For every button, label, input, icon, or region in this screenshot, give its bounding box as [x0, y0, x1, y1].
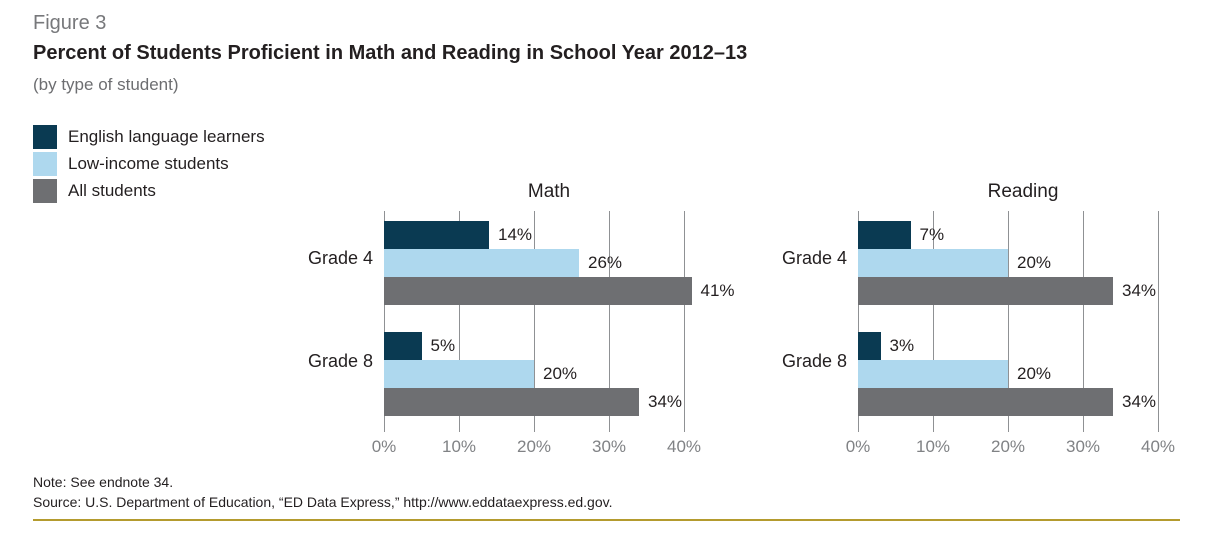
bar: [858, 332, 881, 360]
chart-title: Reading: [987, 181, 1059, 202]
gridline: [684, 211, 685, 432]
bar: [384, 388, 639, 416]
bar-value-label: 20%: [1017, 253, 1052, 272]
x-axis: 0% 10% 20% 30% 40%: [372, 437, 714, 457]
bar-row: 20%: [384, 360, 714, 388]
bar: [858, 277, 1113, 305]
legend-item: All students: [33, 179, 265, 203]
gridlines: [384, 211, 714, 432]
legend-item-label: English language learners: [68, 127, 265, 146]
math-chart: Math Grade 4 Grade 8 14% 26% 41% 5% 20% 34% 0%…: [306, 181, 735, 457]
gridline: [384, 211, 385, 432]
category-label: Grade 8: [307, 350, 373, 371]
category-label: Grade 8: [781, 350, 847, 371]
source-text: Source: U.S. Department of Education, “E…: [33, 494, 613, 510]
figure-footer: Note: See endnote 34. Source: U.S. Depar…: [33, 474, 1180, 521]
bar-value-label: 20%: [1017, 364, 1052, 383]
category-labels-column: Grade 4 Grade 8: [306, 211, 384, 426]
figure-label: Figure 3: [33, 12, 107, 34]
bar-group: 5% 20% 34%: [384, 332, 714, 416]
bar-value-label: 7%: [919, 225, 945, 244]
bar-row: 5%: [384, 332, 714, 360]
category-labels-column: Grade 4 Grade 8: [780, 211, 858, 426]
gridline: [933, 211, 934, 432]
gridline: [459, 211, 460, 432]
gridline: [534, 211, 535, 432]
legend-swatch-icon: [33, 125, 57, 149]
chart-title: Math: [527, 181, 571, 202]
bar-value-label: 26%: [588, 253, 623, 272]
bar-group: 3% 20% 34%: [858, 332, 1188, 416]
x-tick-label: 30%: [591, 437, 627, 456]
figure-subtitle: (by type of student): [33, 75, 179, 94]
legend: English language learners Low-income stud…: [33, 125, 265, 203]
plot-area: 7% 20% 34% 3% 20% 34%: [858, 211, 1188, 432]
bar-value-label: 3%: [889, 336, 915, 355]
bar: [858, 249, 1008, 277]
chart-body: Grade 4 Grade 8 14% 26% 41% 5% 20% 34%: [306, 211, 735, 432]
bar-row: 3%: [858, 332, 1188, 360]
legend-swatch-icon: [33, 179, 57, 203]
footer-rule: [33, 519, 1180, 521]
x-tick-label: 0%: [371, 437, 397, 456]
x-tick-label: 40%: [666, 437, 702, 456]
bar-value-label: 20%: [543, 364, 578, 383]
bar: [384, 277, 692, 305]
bar-value-label: 14%: [498, 225, 533, 244]
x-axis: 0% 10% 20% 30% 40%: [846, 437, 1188, 457]
bar: [384, 221, 489, 249]
gridline: [609, 211, 610, 432]
bar-groups: 14% 26% 41% 5% 20% 34%: [384, 211, 735, 416]
bar: [858, 221, 911, 249]
gridline: [1008, 211, 1009, 432]
chart-body: Grade 4 Grade 8 7% 20% 34% 3% 20% 34%: [780, 211, 1188, 432]
bar-row: 26%: [384, 249, 714, 277]
bar-groups: 7% 20% 34% 3% 20% 34%: [858, 211, 1188, 416]
bar: [384, 249, 579, 277]
reading-chart: Reading Grade 4 Grade 8 7% 20% 34% 3% 20% 34% …: [780, 181, 1188, 457]
bar-row: 41%: [384, 277, 735, 305]
bar-value-label: 34%: [648, 392, 683, 411]
gridline: [1158, 211, 1159, 432]
legend-item-label: All students: [68, 181, 156, 200]
bar-row: 34%: [384, 388, 714, 416]
category-label: Grade 4: [781, 248, 847, 269]
plot-area: 14% 26% 41% 5% 20% 34%: [384, 211, 735, 432]
bar-value-label: 41%: [700, 281, 735, 300]
bar-row: 20%: [858, 249, 1188, 277]
x-tick-label: 20%: [516, 437, 552, 456]
bar-value-label: 34%: [1122, 392, 1157, 411]
category-label: Grade 4: [307, 248, 373, 269]
bar: [384, 360, 534, 388]
gridline: [858, 211, 859, 432]
x-tick-label: 40%: [1140, 437, 1176, 456]
bar: [858, 388, 1113, 416]
x-tick-label: 30%: [1065, 437, 1101, 456]
x-tick-label: 10%: [441, 437, 477, 456]
bar-row: 20%: [858, 360, 1188, 388]
bar-value-label: 34%: [1122, 281, 1157, 300]
figure-title: Percent of Students Proficient in Math a…: [33, 42, 748, 64]
legend-item: Low-income students: [33, 152, 265, 176]
bar-row: 34%: [858, 277, 1188, 305]
gridline: [1083, 211, 1084, 432]
charts-row: Math Grade 4 Grade 8 14% 26% 41% 5% 20% 34% 0%…: [306, 181, 1188, 457]
bar-value-label: 5%: [430, 336, 456, 355]
x-tick-label: 20%: [990, 437, 1026, 456]
bar-row: 34%: [858, 388, 1188, 416]
bar-group: 7% 20% 34%: [858, 221, 1188, 305]
bar: [858, 360, 1008, 388]
legend-item-label: Low-income students: [68, 154, 229, 173]
gridlines: [858, 211, 1188, 432]
bar-row: 7%: [858, 221, 1188, 249]
figure-header: Figure 3 Percent of Students Proficient …: [33, 12, 1178, 95]
legend-item: English language learners: [33, 125, 265, 149]
x-tick-label: 10%: [915, 437, 951, 456]
bar: [384, 332, 422, 360]
note-text: Note: See endnote 34.: [33, 474, 174, 490]
legend-swatch-icon: [33, 152, 57, 176]
bar-row: 14%: [384, 221, 714, 249]
bar-group: 14% 26% 41%: [384, 221, 735, 305]
x-tick-label: 0%: [845, 437, 871, 456]
